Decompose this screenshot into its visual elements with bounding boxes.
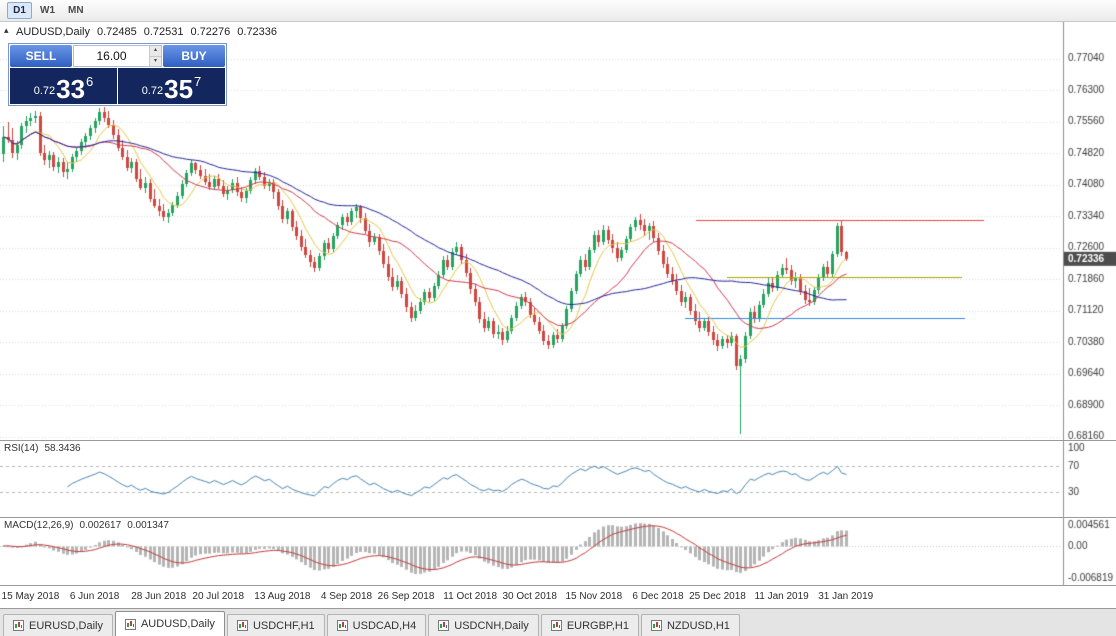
ohlc-open: 0.72485 bbox=[96, 26, 137, 38]
date-label: 26 Sep 2018 bbox=[377, 591, 435, 602]
tab-label: NZDUSD,H1 bbox=[666, 619, 730, 632]
timeframe-toolbar: D1 W1 MN bbox=[0, 0, 1116, 22]
ohlc-high: 0.72531 bbox=[143, 26, 184, 38]
bid-prefix: 0.72 bbox=[33, 85, 56, 97]
tab-label: USDCNH,Daily bbox=[454, 619, 529, 632]
tab-chart-icon bbox=[438, 620, 450, 631]
ask-pip-digit: 7 bbox=[194, 74, 202, 89]
macd-label: MACD(12,26,9) 0.002617 0.001347 bbox=[4, 520, 175, 531]
bid-pip-digit: 6 bbox=[86, 74, 94, 89]
ask-prefix: 0.72 bbox=[141, 85, 164, 97]
tab-label: EURGBP,H1 bbox=[566, 619, 629, 632]
tab-chart-icon bbox=[650, 620, 662, 631]
tab-label: EURUSD,Daily bbox=[29, 619, 103, 632]
timeframe-button-d1[interactable]: D1 bbox=[7, 2, 32, 19]
ask-main-digits: 35 bbox=[164, 74, 194, 104]
timeframe-buttons: D1 W1 MN bbox=[7, 2, 89, 19]
date-label: 13 Aug 2018 bbox=[254, 591, 311, 602]
date-label: 6 Dec 2018 bbox=[632, 591, 684, 602]
sell-button[interactable]: SELL bbox=[10, 45, 72, 67]
chart-symbol-label: AUDUSD,Daily bbox=[16, 26, 90, 38]
tab-chart-icon bbox=[336, 620, 348, 631]
timeframe-button-mn[interactable]: MN bbox=[68, 5, 84, 16]
ohlc-low: 0.72276 bbox=[190, 26, 231, 38]
symbol-tab-nzdusd[interactable]: NZDUSD,H1 bbox=[640, 614, 740, 636]
macd-value-signal: 0.001347 bbox=[127, 520, 169, 531]
date-label: 6 Jun 2018 bbox=[69, 591, 120, 602]
tab-label: USDCHF,H1 bbox=[252, 619, 315, 632]
symbol-tab-usdchf[interactable]: USDCHF,H1 bbox=[226, 614, 325, 636]
symbol-tab-eurgbp[interactable]: EURGBP,H1 bbox=[540, 614, 639, 636]
main-chart-panel: ▴ AUDUSD,Daily 0.72485 0.72531 0.72276 0.723… bbox=[0, 22, 1116, 441]
rsi-name: RSI(14) bbox=[4, 443, 39, 454]
chart-title: AUDUSD,Daily 0.72485 0.72531 0.72276 0.72336 bbox=[16, 26, 284, 38]
volume-field: ▴ ▾ bbox=[73, 45, 162, 67]
tab-chart-icon bbox=[236, 620, 248, 631]
ohlc-close: 0.72336 bbox=[237, 26, 278, 38]
date-label: 11 Oct 2018 bbox=[443, 591, 498, 602]
volume-input[interactable] bbox=[74, 46, 161, 66]
symbol-tabs: EURUSD,Daily AUDUSD,Daily USDCHF,H1 USDCAD,… bbox=[0, 609, 1116, 636]
one-click-collapse-icon[interactable]: ▴ bbox=[4, 25, 9, 35]
symbol-tab-eurusd[interactable]: EURUSD,Daily bbox=[3, 614, 113, 636]
macd-chart-canvas[interactable] bbox=[0, 518, 1116, 585]
symbol-tab-usdcad[interactable]: USDCAD,H4 bbox=[326, 614, 427, 636]
tab-label: USDCAD,H4 bbox=[352, 619, 417, 632]
tab-label: AUDUSD,Daily bbox=[140, 618, 215, 630]
buy-button[interactable]: BUY bbox=[163, 45, 225, 67]
date-label: 4 Sep 2018 bbox=[320, 591, 373, 602]
rsi-value: 58.3436 bbox=[44, 443, 81, 454]
rsi-chart-canvas[interactable] bbox=[0, 441, 1116, 517]
symbol-tab-usdcnh[interactable]: USDCNH,Daily bbox=[428, 614, 539, 636]
macd-name: MACD(12,26,9) bbox=[4, 520, 74, 531]
volume-decrease-button[interactable]: ▾ bbox=[149, 55, 161, 66]
macd-indicator-panel: MACD(12,26,9) 0.002617 0.001347 bbox=[0, 518, 1116, 586]
date-label: 28 Jun 2018 bbox=[131, 591, 187, 602]
volume-increase-button[interactable]: ▴ bbox=[149, 46, 161, 56]
date-label: 25 Dec 2018 bbox=[689, 591, 746, 602]
date-label: 15 May 2018 bbox=[1, 591, 60, 602]
date-label: 30 Oct 2018 bbox=[502, 591, 557, 602]
rsi-indicator-panel: RSI(14) 58.3436 bbox=[0, 441, 1116, 518]
tab-chart-icon bbox=[13, 620, 24, 631]
sell-price-button[interactable]: 0.72 33 6 bbox=[10, 68, 117, 104]
time-scale[interactable]: 15 May 2018 6 Jun 2018 28 Jun 2018 20 Jul 2… bbox=[0, 586, 1116, 609]
tab-chart-icon bbox=[550, 620, 562, 631]
date-label: 31 Jan 2019 bbox=[818, 591, 874, 602]
symbol-tab-audusd[interactable]: AUDUSD,Daily bbox=[114, 611, 225, 636]
date-label: 11 Jan 2019 bbox=[754, 591, 809, 602]
macd-value-main: 0.002617 bbox=[79, 520, 122, 531]
rsi-label: RSI(14) 58.3436 bbox=[4, 443, 87, 454]
bid-main-digits: 33 bbox=[56, 74, 86, 104]
volume-spinner: ▴ ▾ bbox=[149, 46, 161, 66]
tab-chart-icon bbox=[124, 618, 136, 630]
timeframe-button-w1[interactable]: W1 bbox=[40, 5, 55, 16]
buy-price-button[interactable]: 0.72 35 7 bbox=[118, 68, 225, 104]
date-label: 20 Jul 2018 bbox=[192, 591, 245, 602]
date-label: 15 Nov 2018 bbox=[565, 591, 623, 602]
